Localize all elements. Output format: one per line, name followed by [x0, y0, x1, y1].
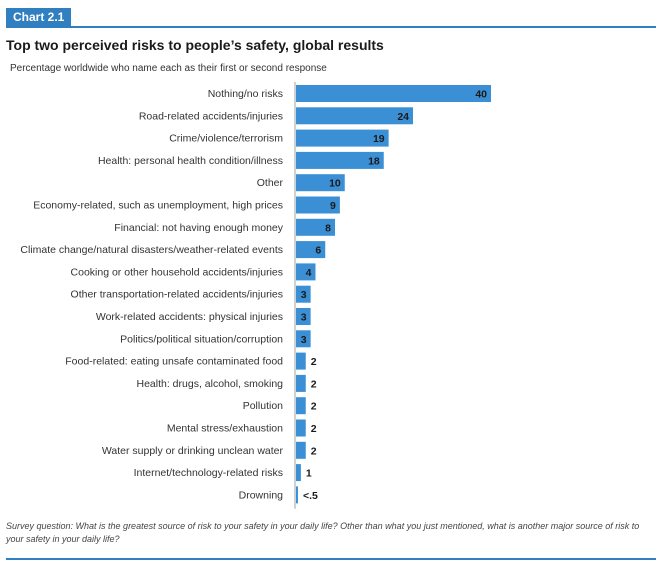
category-label: Health: personal health condition/illnes… — [98, 155, 283, 167]
value-label: 8 — [325, 222, 331, 234]
value-label: 3 — [301, 312, 307, 324]
bar — [296, 174, 345, 192]
value-label: 10 — [329, 178, 341, 190]
category-label: Water supply or drinking unclean water — [102, 445, 284, 457]
bar — [296, 241, 326, 259]
bar — [296, 196, 340, 214]
value-label: 2 — [311, 401, 317, 413]
category-label: Food-related: eating unsafe contaminated… — [65, 356, 283, 368]
bar — [296, 486, 298, 504]
category-label: Financial: not having enough money — [114, 222, 283, 234]
bar — [296, 129, 389, 147]
value-label: 19 — [373, 133, 385, 145]
bar — [296, 330, 311, 348]
value-label: 2 — [311, 356, 317, 368]
value-label: 2 — [311, 445, 317, 457]
category-label: Internet/technology-related risks — [134, 467, 283, 479]
bar — [296, 285, 311, 303]
value-label: 1 — [306, 468, 312, 480]
category-label: Climate change/natural disasters/weather… — [20, 244, 283, 256]
bar — [296, 419, 306, 437]
category-label: Health: drugs, alcohol, smoking — [137, 378, 284, 390]
bar — [296, 263, 316, 281]
bar — [296, 441, 306, 459]
chart-subtitle: Percentage worldwide who name each as th… — [10, 63, 327, 74]
bar — [296, 397, 306, 415]
category-label: Politics/political situation/corruption — [120, 333, 283, 345]
top-rule — [6, 26, 656, 28]
bar — [296, 374, 306, 392]
bar — [296, 107, 413, 125]
bar — [296, 151, 384, 169]
value-label: <.5 — [303, 490, 318, 502]
value-label: 3 — [301, 289, 307, 301]
chart-title: Top two perceived risks to people’s safe… — [6, 37, 384, 53]
category-label: Road-related accidents/injuries — [139, 110, 283, 122]
category-label: Pollution — [243, 400, 283, 412]
value-label: 40 — [475, 89, 487, 101]
category-label: Cooking or other household accidents/inj… — [71, 266, 283, 278]
category-label: Work-related accidents: physical injurie… — [96, 311, 283, 323]
survey-question-footnote: Survey question: What is the greatest so… — [6, 521, 640, 544]
value-label: 3 — [301, 334, 307, 346]
value-label: 18 — [368, 155, 380, 167]
value-label: 2 — [311, 378, 317, 390]
bar — [296, 308, 311, 325]
category-label: Economy-related, such as unemployment, h… — [33, 200, 283, 212]
bar — [296, 464, 301, 482]
category-label: Mental stress/exhaustion — [167, 423, 283, 435]
value-label: 4 — [306, 267, 312, 279]
value-label: 6 — [315, 245, 321, 257]
bar-chart: Nothing/no risks 40 Road-related accidents… — [20, 82, 491, 509]
bar — [296, 218, 335, 236]
bar — [296, 85, 491, 102]
category-label: Other — [257, 177, 284, 189]
value-label: 2 — [311, 423, 317, 435]
value-label: 9 — [330, 200, 336, 212]
category-label: Other transportation-related accidents/i… — [71, 289, 283, 301]
value-label: 24 — [397, 111, 409, 123]
chart-number-tag: Chart 2.1 — [6, 8, 72, 26]
category-label: Drowning — [239, 489, 284, 501]
bottom-rule — [6, 558, 656, 560]
bar — [296, 352, 306, 370]
category-label: Nothing/no risks — [208, 88, 283, 100]
category-label: Crime/violence/terrorism — [169, 133, 283, 145]
